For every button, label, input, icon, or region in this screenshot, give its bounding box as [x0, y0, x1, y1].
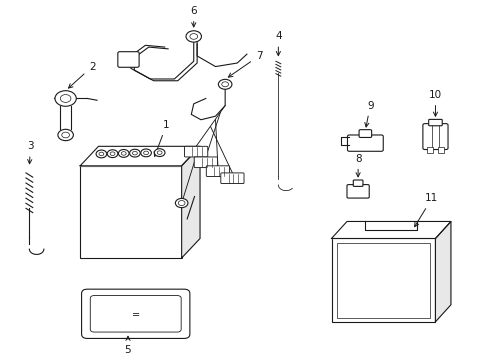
- Bar: [80, 166, 181, 258]
- Text: 1: 1: [154, 120, 169, 156]
- Text: 4: 4: [274, 31, 281, 56]
- Bar: [437, 147, 443, 153]
- Circle shape: [107, 150, 118, 158]
- Text: 5: 5: [124, 336, 131, 355]
- Bar: [337, 243, 429, 318]
- Text: 6: 6: [190, 6, 197, 27]
- FancyBboxPatch shape: [358, 130, 371, 138]
- Circle shape: [222, 82, 228, 87]
- Text: =: =: [131, 310, 140, 320]
- Text: 2: 2: [68, 62, 95, 88]
- Circle shape: [118, 149, 129, 157]
- Circle shape: [110, 152, 115, 156]
- Text: 8: 8: [354, 154, 361, 177]
- Polygon shape: [331, 221, 450, 238]
- Circle shape: [178, 201, 184, 206]
- Circle shape: [99, 152, 103, 156]
- Circle shape: [218, 79, 231, 89]
- Polygon shape: [181, 146, 200, 258]
- Polygon shape: [435, 221, 450, 322]
- Circle shape: [189, 33, 197, 39]
- Circle shape: [185, 31, 201, 42]
- FancyBboxPatch shape: [428, 120, 441, 126]
- FancyBboxPatch shape: [352, 180, 362, 186]
- FancyBboxPatch shape: [346, 185, 368, 198]
- Circle shape: [129, 149, 140, 157]
- Circle shape: [58, 129, 73, 141]
- FancyBboxPatch shape: [184, 146, 207, 157]
- FancyBboxPatch shape: [90, 296, 181, 332]
- FancyBboxPatch shape: [81, 289, 189, 338]
- Circle shape: [55, 91, 76, 106]
- Circle shape: [157, 151, 162, 154]
- Text: 10: 10: [428, 90, 441, 116]
- Text: 11: 11: [414, 193, 438, 227]
- FancyBboxPatch shape: [194, 157, 217, 168]
- FancyBboxPatch shape: [221, 173, 244, 184]
- Polygon shape: [80, 146, 200, 166]
- Circle shape: [154, 149, 164, 157]
- FancyBboxPatch shape: [422, 123, 447, 149]
- Circle shape: [175, 198, 187, 208]
- Circle shape: [61, 132, 69, 138]
- FancyBboxPatch shape: [118, 52, 139, 67]
- Bar: [331, 238, 435, 322]
- Text: 3: 3: [27, 141, 34, 164]
- Circle shape: [60, 95, 71, 102]
- Text: 7: 7: [228, 51, 262, 77]
- Circle shape: [132, 151, 137, 155]
- Circle shape: [121, 152, 126, 155]
- Circle shape: [141, 149, 151, 157]
- Bar: [426, 147, 432, 153]
- FancyBboxPatch shape: [206, 166, 229, 176]
- Circle shape: [96, 150, 106, 158]
- FancyBboxPatch shape: [347, 135, 383, 151]
- Text: 9: 9: [364, 100, 373, 127]
- Circle shape: [143, 151, 148, 155]
